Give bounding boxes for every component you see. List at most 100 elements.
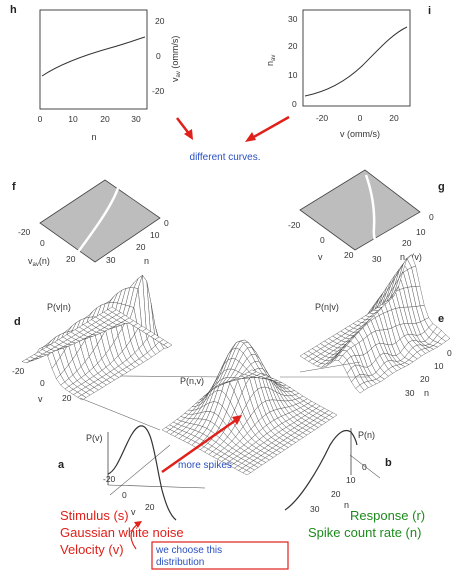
panel-g-tick-right: 30 [372,254,382,264]
panel-i-frame [302,9,411,107]
panel-h-ytick: 0 [156,51,161,61]
panel-h-label: h [10,4,17,16]
panel-d-axis: v [38,394,43,404]
more-spikes-text: more spikes [178,460,232,471]
panel-e-axis: n [424,388,429,398]
panel-d-tick: 0 [40,378,45,388]
different-curves-text: different curves. [190,152,261,163]
response-line-2: Spike count rate (n) [308,525,421,540]
panel-f: f -20 0 20 vav(n) 0 10 20 30 n [12,179,169,268]
panel-f-tick-right: 0 [164,218,169,228]
stimulus-annotation: Stimulus (s) Gaussian white noise Veloci… [60,508,184,557]
panel-b-title: P(n) [358,430,375,440]
panel-g-plane [299,169,421,251]
panel-b-tick: 20 [331,489,341,499]
panel-f-label: f [12,181,16,193]
note-box-frame [151,541,289,570]
panel-i-ytick: 20 [288,41,298,51]
panel-g-label: g [438,181,445,193]
red-arrow-right [251,115,290,140]
panel-h-xlabel: n [91,132,96,142]
panel-d-tick: -20 [12,366,25,376]
projection-line [349,454,381,479]
panel-i: i 30 20 10 0 nav -20 0 20 v (omm/s) [265,5,431,139]
panel-g-tick-left: 20 [344,250,354,260]
panel-f-tick-left: -20 [18,227,31,237]
panel-g-tick-right: 20 [402,238,412,248]
note-pointer-arrowhead [134,521,142,528]
panel-e-title: P(n|v) [315,302,339,312]
panel-d-tick: 20 [62,393,72,403]
panel-e: e P(n|v) 0 10 20 30 n [299,254,452,398]
panel-e-tick: 0 [447,348,452,358]
panel-b-tick: 30 [310,504,320,514]
panel-b-label: b [385,457,392,469]
panel-a-title: P(v) [86,433,103,443]
panel-i-xtick: -20 [316,113,329,123]
projection-line [109,444,171,496]
note-box-line-1: we choose this [155,545,222,556]
panel-e-tick: 30 [405,388,415,398]
response-line-1: Response (r) [350,508,425,523]
panel-b-tick: 10 [346,475,356,485]
mesh-cell [385,295,395,302]
panel-h-ytick: 20 [155,16,165,26]
different-curves-annotation: different curves. [176,115,290,163]
panel-i-xtick: 20 [389,113,399,123]
panel-d-label: d [14,316,21,328]
panel-e-label: e [438,313,444,325]
panel-h-ylabel: vav (omm/s) [170,36,182,82]
panel-c-mesh [161,339,338,476]
panel-f-curve [76,187,120,253]
panel-i-xtick: 0 [358,113,363,123]
panel-b: b P(n) 0 10 20 30 n [284,428,392,514]
panel-c-title: P(n,v) [180,376,204,386]
panel-f-tick-right: 10 [150,230,160,240]
panel-i-ytick: 10 [288,70,298,80]
panel-c: c P(n,v) [161,339,338,476]
panel-f-axis-right: n [144,256,149,266]
panel-g-curve [364,174,381,249]
red-arrowhead-right [245,132,256,142]
panel-g-axis-left: v [318,252,323,262]
panel-h-xtick: 20 [100,114,110,124]
panel-a-label: a [58,459,65,471]
panel-e-tick: 20 [420,374,430,384]
panel-a-tick: -20 [103,474,116,484]
more-spikes-arrow [161,418,237,474]
panel-e-tick: 10 [434,361,444,371]
panel-h-xtick: 0 [38,114,43,124]
panel-b-curve [284,429,358,511]
projection-line [119,375,227,378]
projection-line [79,397,161,431]
panel-g-tick-right: 10 [416,227,426,237]
panel-i-ytick: 30 [288,14,298,24]
panel-d-mesh [21,274,173,401]
panel-h-xtick: 30 [131,114,141,124]
panel-f-tick-left: 0 [40,238,45,248]
panel-i-curve [304,26,408,97]
panel-h-curve [41,36,146,77]
panel-g-tick-left: 0 [320,235,325,245]
mesh-cell [107,306,117,313]
panel-d: d P(v|n) -20 0 20 v [12,274,173,404]
panel-f-axis-left: vav(n) [28,256,50,268]
panel-d-title: P(v|n) [47,302,71,312]
stimulus-line-1: Stimulus (s) [60,508,129,523]
panel-a-axis: v [131,507,136,517]
panel-f-tick-left: 20 [66,254,76,264]
panel-a-curve [107,425,177,521]
projection-lines [79,361,381,496]
red-arrowhead-left [184,129,193,140]
stimulus-line-2: Gaussian white noise [60,525,184,540]
panel-a-tick: 0 [122,490,127,500]
panel-e-mesh [299,254,451,394]
panel-i-ytick: 0 [292,99,297,109]
note-box-line-2: distribution [156,557,204,568]
panel-b-tick: 0 [362,462,367,472]
panel-g-tick-left: -20 [288,220,301,230]
panel-i-ylabel: nav [265,55,277,66]
response-annotation: Response (r) Spike count rate (n) [308,508,425,540]
panel-h-ytick: -20 [152,86,165,96]
